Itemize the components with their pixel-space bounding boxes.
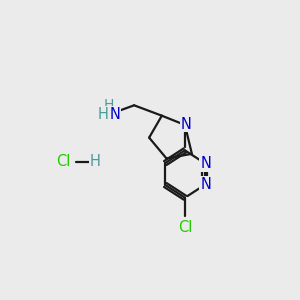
Text: H: H (89, 154, 100, 169)
Text: Cl: Cl (178, 220, 192, 235)
Text: N: N (181, 117, 191, 132)
Text: N: N (200, 178, 211, 193)
Text: H: H (98, 107, 109, 122)
Text: H: H (103, 98, 114, 112)
Text: Cl: Cl (56, 154, 71, 169)
Text: N: N (200, 155, 211, 170)
Text: N: N (109, 107, 120, 122)
